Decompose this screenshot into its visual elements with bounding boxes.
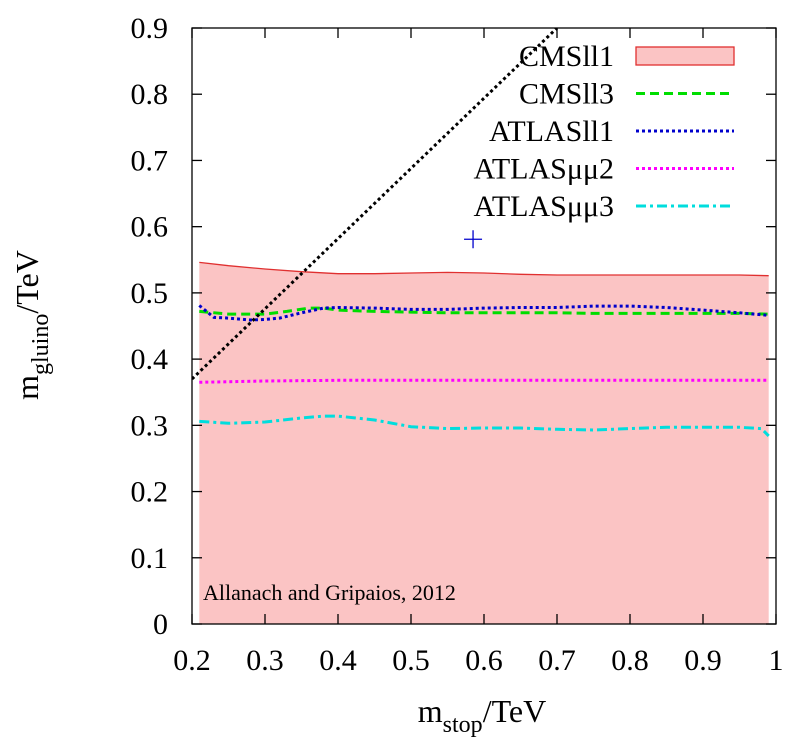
legend-label-atlasmumu3: ATLASμμ3 (473, 190, 614, 223)
series-line-cmsll3 (199, 306, 769, 316)
series-area-cmsll1 (199, 262, 769, 624)
x-tick-label: 0.8 (611, 644, 649, 677)
y-tick-label: 0.4 (131, 343, 169, 376)
series-line-atlasmumu2 (199, 378, 769, 384)
y-tick-label: 0.1 (131, 542, 169, 575)
diagonal-reference-line (192, 28, 559, 381)
legend-label-atlasll1: ATLASll1 (489, 115, 614, 148)
legend: CMSll1 CMSll3 ATLASll1 ATLASμμ2 ATLASμμ3 (473, 40, 735, 223)
legend-label-atlasmumu2: ATLASμμ2 (473, 153, 614, 186)
x-tick-label: 0.5 (392, 644, 430, 677)
legend-item-cmsll3: CMSll3 (519, 78, 734, 111)
y-tick-label: 0.3 (131, 409, 169, 442)
x-tick-label: 0.6 (465, 644, 503, 677)
x-tick-label: 0.4 (319, 644, 357, 677)
y-tick-label: 0.9 (131, 12, 169, 45)
legend-item-atlasll1: ATLASll1 (489, 115, 734, 148)
series-line-atlasmumu3 (199, 414, 770, 437)
x-tick-label: 0.2 (173, 644, 211, 677)
x-tick-label: 0.9 (684, 644, 722, 677)
legend-item-atlasmumu2: ATLASμμ2 (473, 153, 734, 186)
y-axis-title: mgluino/TeV (9, 250, 54, 400)
legend-label-cmsll3: CMSll3 (519, 78, 614, 111)
marker-plus (464, 230, 483, 249)
y-tick-label: 0.6 (131, 211, 169, 244)
y-axis-title-unit: /TeV (9, 250, 45, 314)
axes: 0.2 0.3 0.4 0.5 0.6 0.7 0.8 0.9 1 0 0.1 0.2 0.3 0.4 0.… (131, 12, 784, 677)
y-tick-label: 0.2 (131, 476, 169, 509)
y-tick-label: 0.5 (131, 277, 169, 310)
legend-item-atlasmumu3: ATLASμμ3 (473, 190, 734, 223)
y-axis-title-main: m (9, 375, 45, 400)
x-axis-title-main: m (418, 693, 443, 729)
y-tick-label: 0 (153, 608, 168, 641)
y-axis-title-sub: gluino (28, 314, 54, 375)
annotation-credit: Allanach and Gripaios, 2012 (203, 580, 456, 605)
legend-label-cmsll1: CMSll1 (519, 40, 614, 73)
x-axis-title: mstop/TeV (418, 693, 546, 738)
x-tick-label: 1 (769, 644, 784, 677)
legend-item-cmsll1: CMSll1 (519, 40, 735, 73)
x-axis-title-unit: /TeV (483, 693, 547, 729)
x-tick-label: 0.3 (246, 644, 284, 677)
x-axis-title-sub: stop (443, 712, 483, 738)
x-tick-label: 0.7 (538, 644, 576, 677)
y-tick-label: 0.7 (131, 144, 169, 177)
y-tick-label: 0.8 (131, 78, 169, 111)
plot-area (192, 28, 770, 624)
legend-swatch-cmsll1 (635, 46, 735, 66)
series-line-cmsll1 (199, 261, 769, 277)
